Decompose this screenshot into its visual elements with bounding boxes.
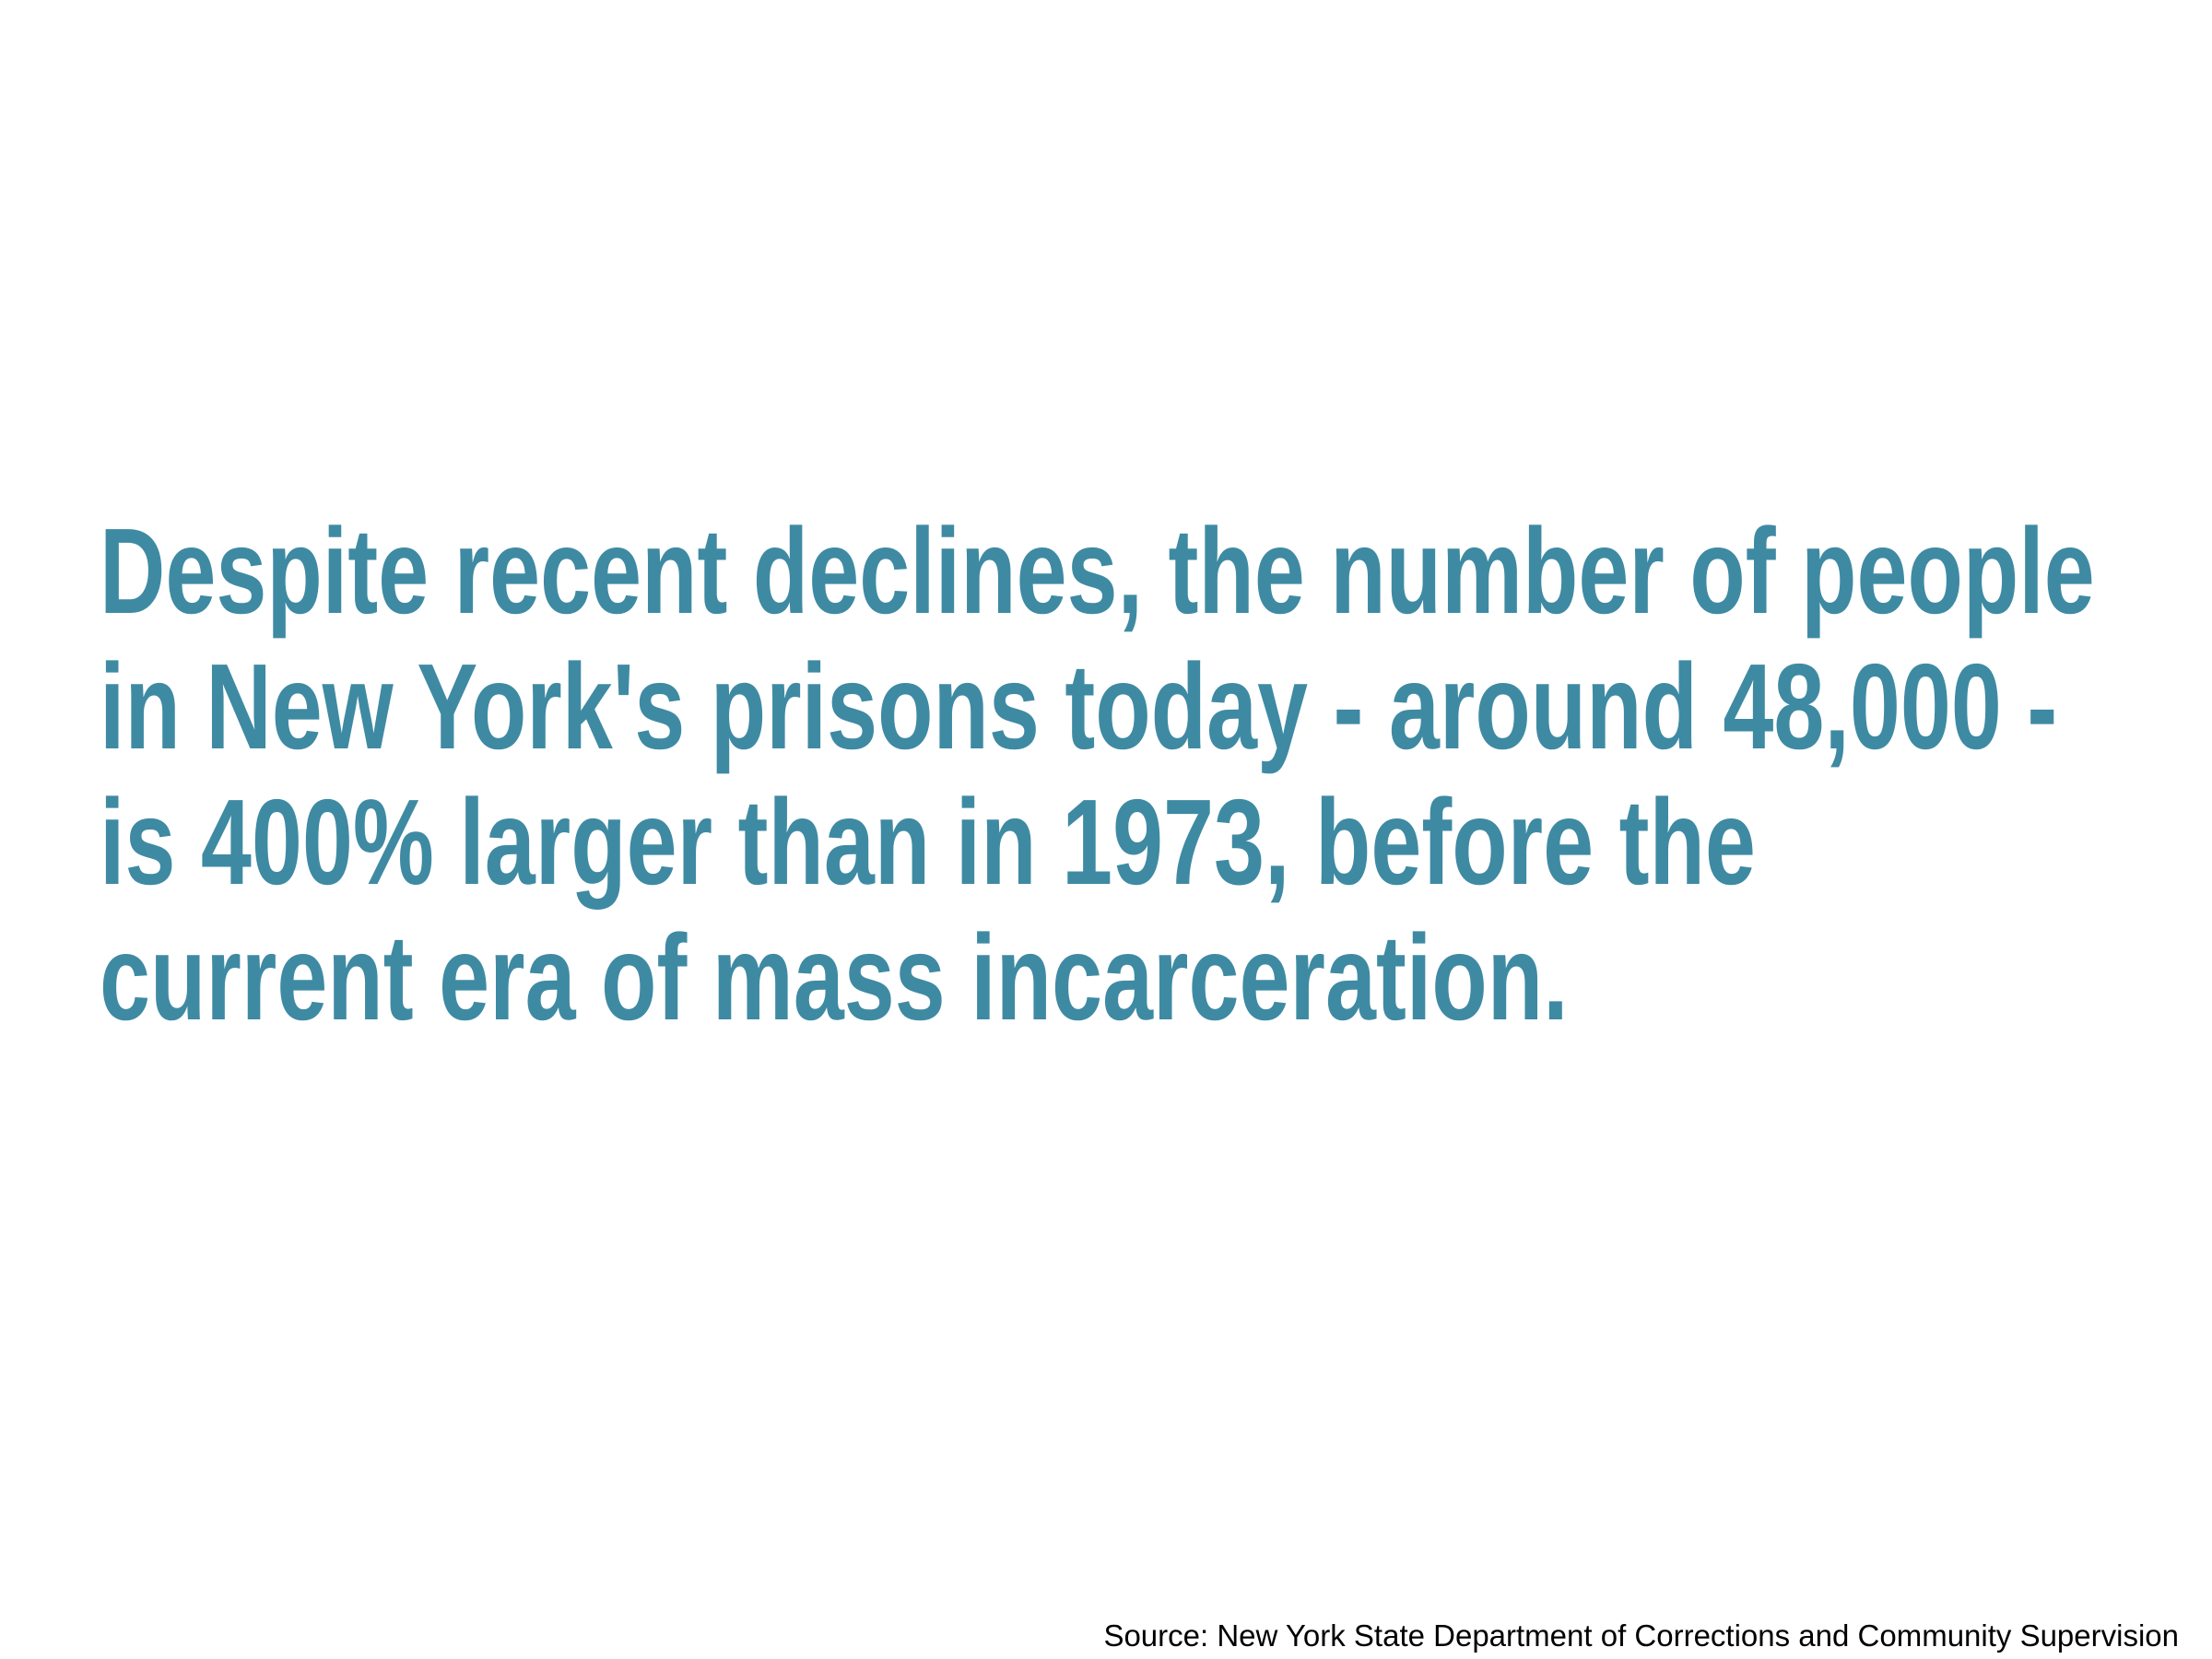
headline-line: current era of mass incarceration.: [100, 909, 1569, 1045]
source-note: Source: New York State Department of Cor…: [1103, 1618, 2179, 1653]
headline-line: is 400% larger than in 1973, before the: [100, 773, 1756, 910]
headline-line: Despite recent declines, the number of p…: [100, 502, 2095, 639]
headline-line: in New York's prisons today - around 48,…: [100, 638, 2057, 774]
headline: Despite recent declines, the number of p…: [100, 502, 2095, 1045]
